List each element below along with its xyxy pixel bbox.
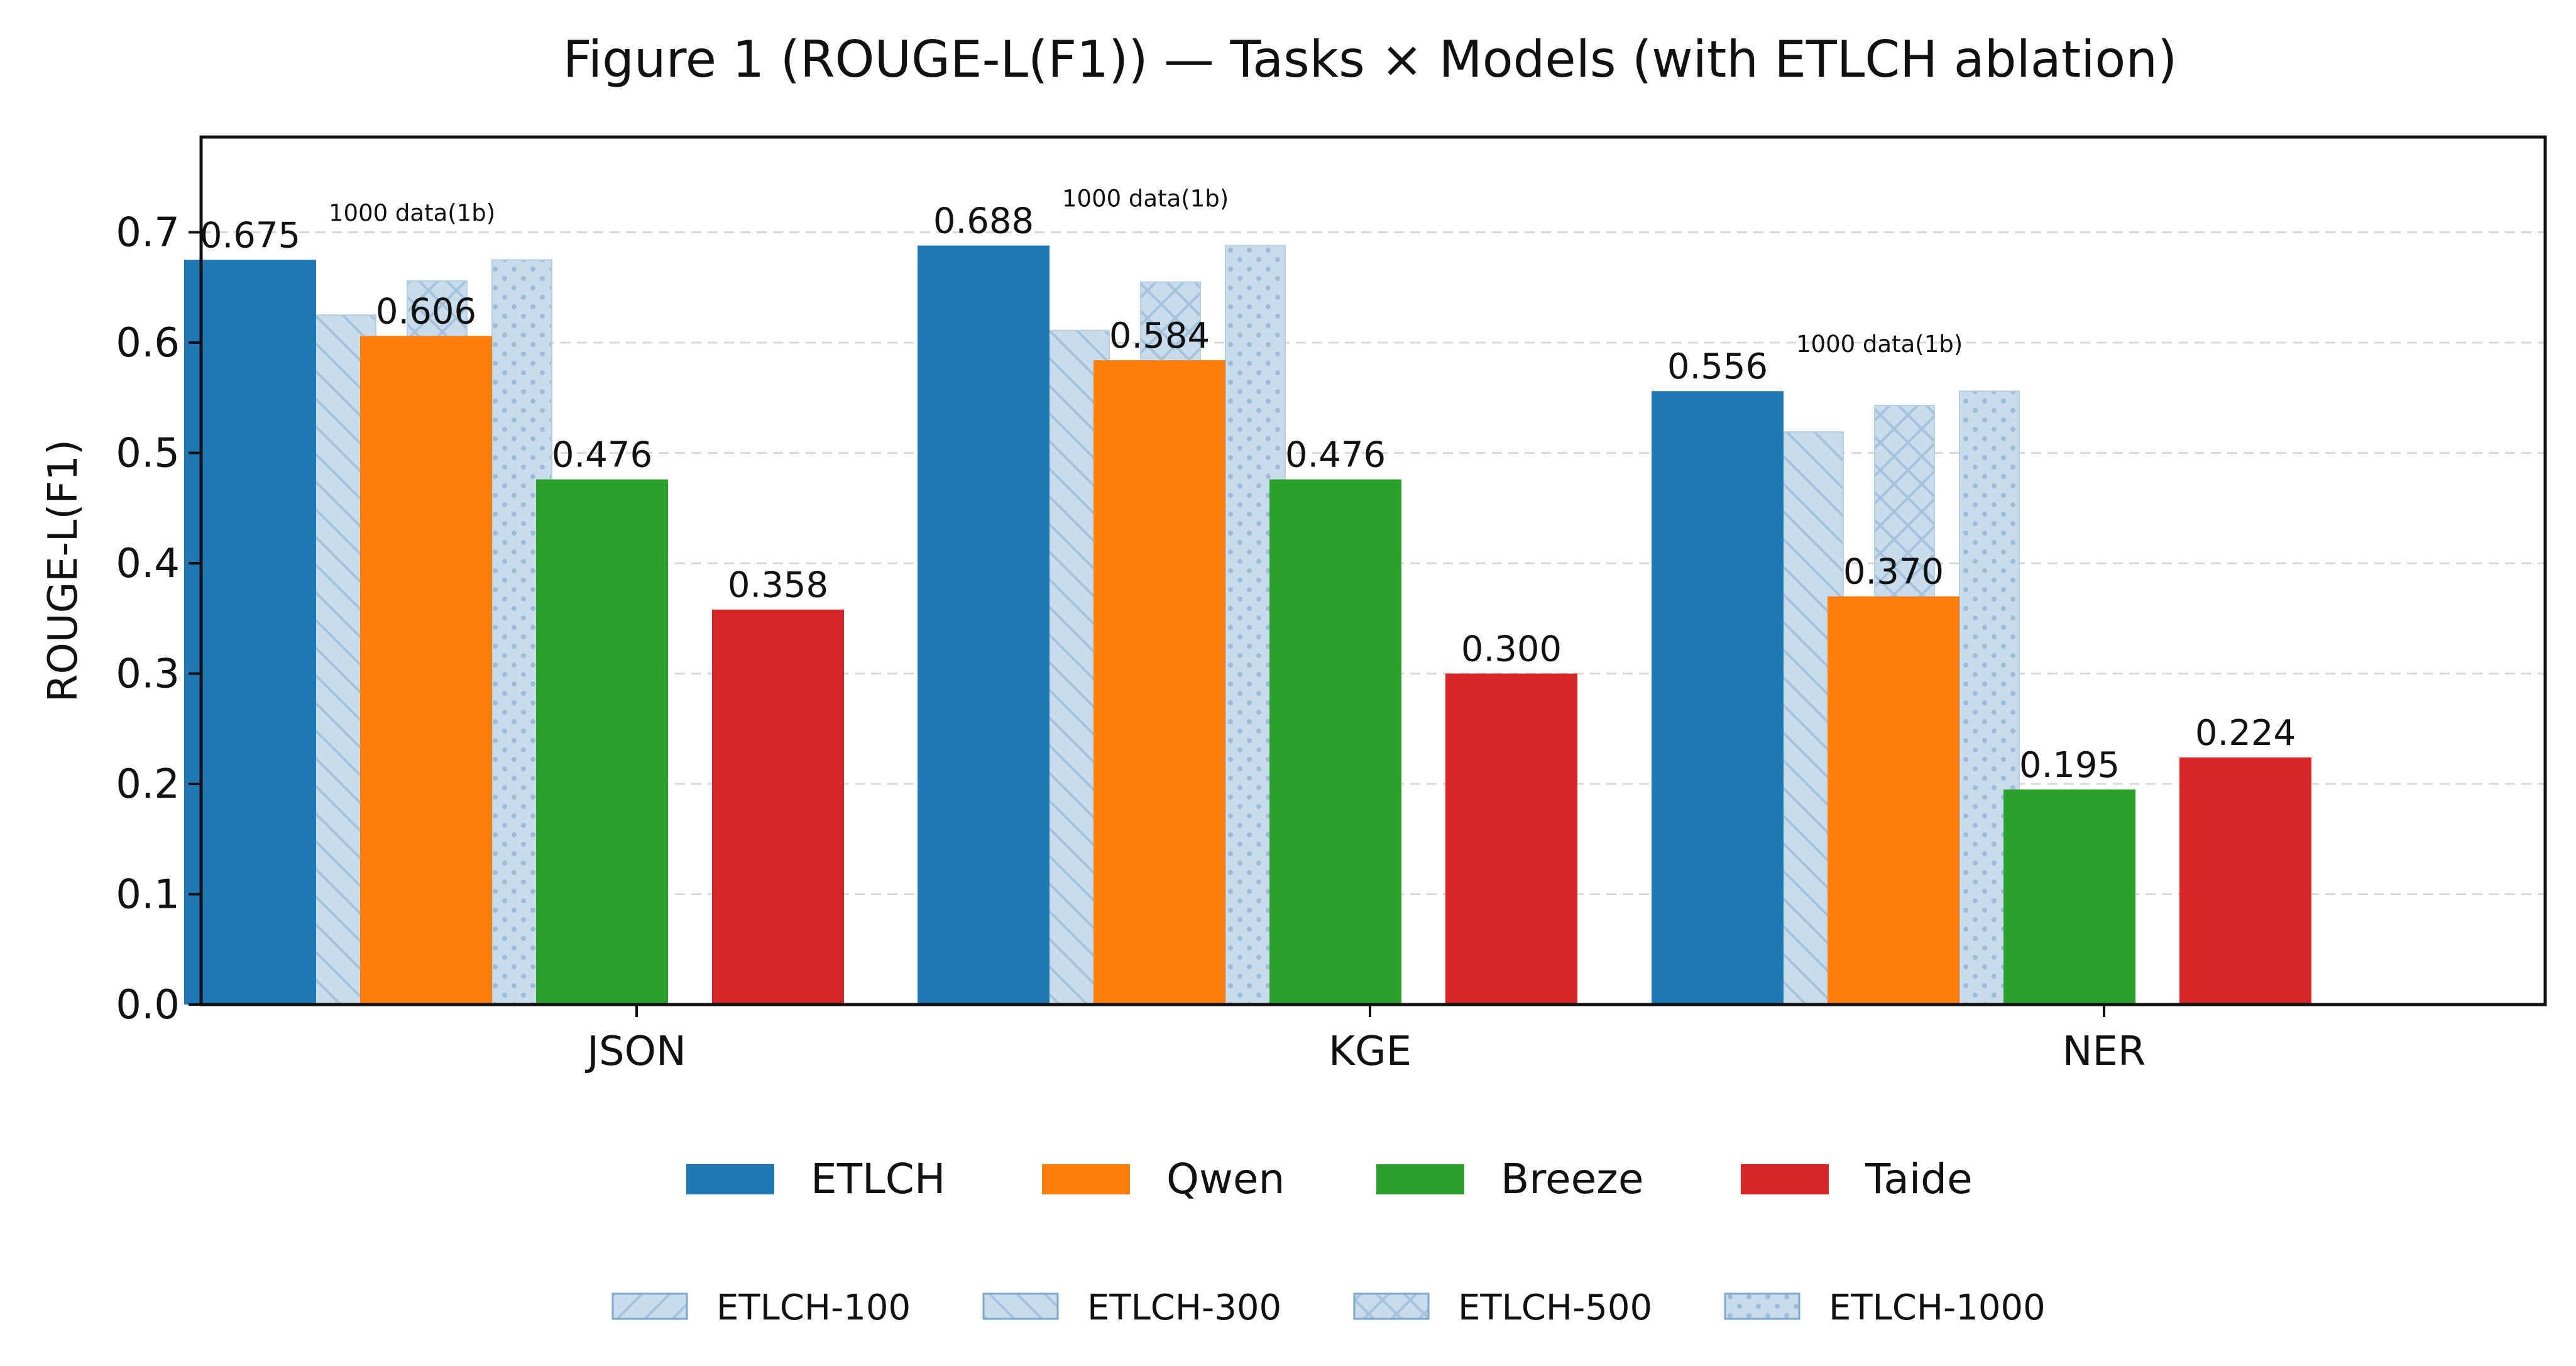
y-axis: 0.0 0.1 0.2 0.3 0.4 0.5 0.6 0.7 <box>116 210 201 1028</box>
legend-swatch-etlch-100 <box>611 1292 688 1320</box>
bar-qwen <box>1093 360 1225 1005</box>
plot-frame <box>199 135 2547 1006</box>
annotation-label: 1000 data(1b) <box>1062 185 1229 212</box>
legend-label: ETLCH-300 <box>1087 1287 1281 1328</box>
y-tick-label: 0.7 <box>116 210 180 256</box>
legend-label: ETLCH-100 <box>716 1287 911 1328</box>
bars <box>184 245 2311 1005</box>
bar-etlch <box>918 245 1050 1005</box>
legend-swatch-etlch-1000 <box>1724 1292 1800 1320</box>
legend-label: ETLCH-500 <box>1458 1287 1652 1328</box>
legend-swatch-breeze <box>1376 1164 1464 1194</box>
bar-value-label: 0.688 <box>933 201 1034 242</box>
bar-etlch <box>184 260 316 1005</box>
legend-label: Breeze <box>1501 1155 1643 1203</box>
bar-taide <box>2179 757 2311 1005</box>
x-tick-label: KGE <box>1329 1028 1411 1075</box>
legend-label: ETLCH-1000 <box>1829 1287 2046 1328</box>
bar-value-label: 0.675 <box>200 215 300 256</box>
annotation-label: 1000 data(1b) <box>329 199 495 226</box>
x-axis: JSON KGE NER <box>584 1005 2146 1075</box>
legend-label: ETLCH <box>811 1155 946 1203</box>
legend-ablation: ETLCH-100 ETLCH-300 ETLCH-500 ETLCH-1000 <box>611 1287 2046 1328</box>
bar-taide <box>712 609 844 1005</box>
y-tick-label: 0.3 <box>116 651 180 698</box>
chart-title: Figure 1 (ROUGE-L(F1)) — Tasks × Models … <box>563 30 2178 89</box>
x-tick-label: NER <box>2063 1028 2146 1075</box>
legend-swatch-qwen <box>1042 1164 1130 1194</box>
bar-breeze <box>2003 789 2135 1005</box>
y-tick-label: 0.6 <box>116 320 180 366</box>
bar-breeze <box>1269 479 1401 1005</box>
bar-value-label: 0.606 <box>376 291 476 332</box>
legend-label: Qwen <box>1166 1155 1285 1203</box>
bar-value-label: 0.300 <box>1461 629 1562 670</box>
y-tick-label: 0.0 <box>116 982 180 1028</box>
bar-value-label: 0.195 <box>2019 745 2120 786</box>
bar-qwen <box>1828 596 1959 1005</box>
bar-value-label: 0.476 <box>552 435 652 476</box>
gridlines <box>201 231 2545 895</box>
legend-label: Taide <box>1865 1155 1973 1203</box>
bar-value-label: 0.476 <box>1285 435 1386 476</box>
legend-models: ETLCH Qwen Breeze Taide <box>686 1155 1973 1203</box>
y-tick-label: 0.4 <box>116 541 180 587</box>
legend-swatch-etlch-300 <box>982 1292 1059 1320</box>
legend-swatch-etlch <box>686 1164 774 1194</box>
y-tick-label: 0.5 <box>116 431 180 477</box>
y-tick-label: 0.1 <box>116 872 180 918</box>
bar-value-label: 0.584 <box>1109 316 1210 356</box>
data-labels: 0.675 1000 data(1b) 0.688 1000 data(1b) 0.55… <box>200 185 2296 786</box>
bar-value-label: 0.224 <box>2195 713 2296 754</box>
bar-value-label: 0.358 <box>728 565 828 606</box>
y-axis-label: ROUGE-L(F1) <box>40 439 87 702</box>
y-tick-label: 0.2 <box>116 761 180 808</box>
bar-etlch <box>1652 391 1784 1005</box>
x-tick-label: JSON <box>584 1028 686 1075</box>
legend-swatch-etlch-500 <box>1353 1292 1430 1320</box>
bar-qwen <box>360 336 492 1005</box>
bar-taide <box>1445 673 1577 1005</box>
bar-value-label: 0.370 <box>1843 552 1944 593</box>
bar-breeze <box>536 479 668 1005</box>
bar-value-label: 0.556 <box>1667 346 1768 387</box>
legend-swatch-taide <box>1741 1164 1829 1194</box>
annotation-label: 1000 data(1b) <box>1796 331 1963 358</box>
